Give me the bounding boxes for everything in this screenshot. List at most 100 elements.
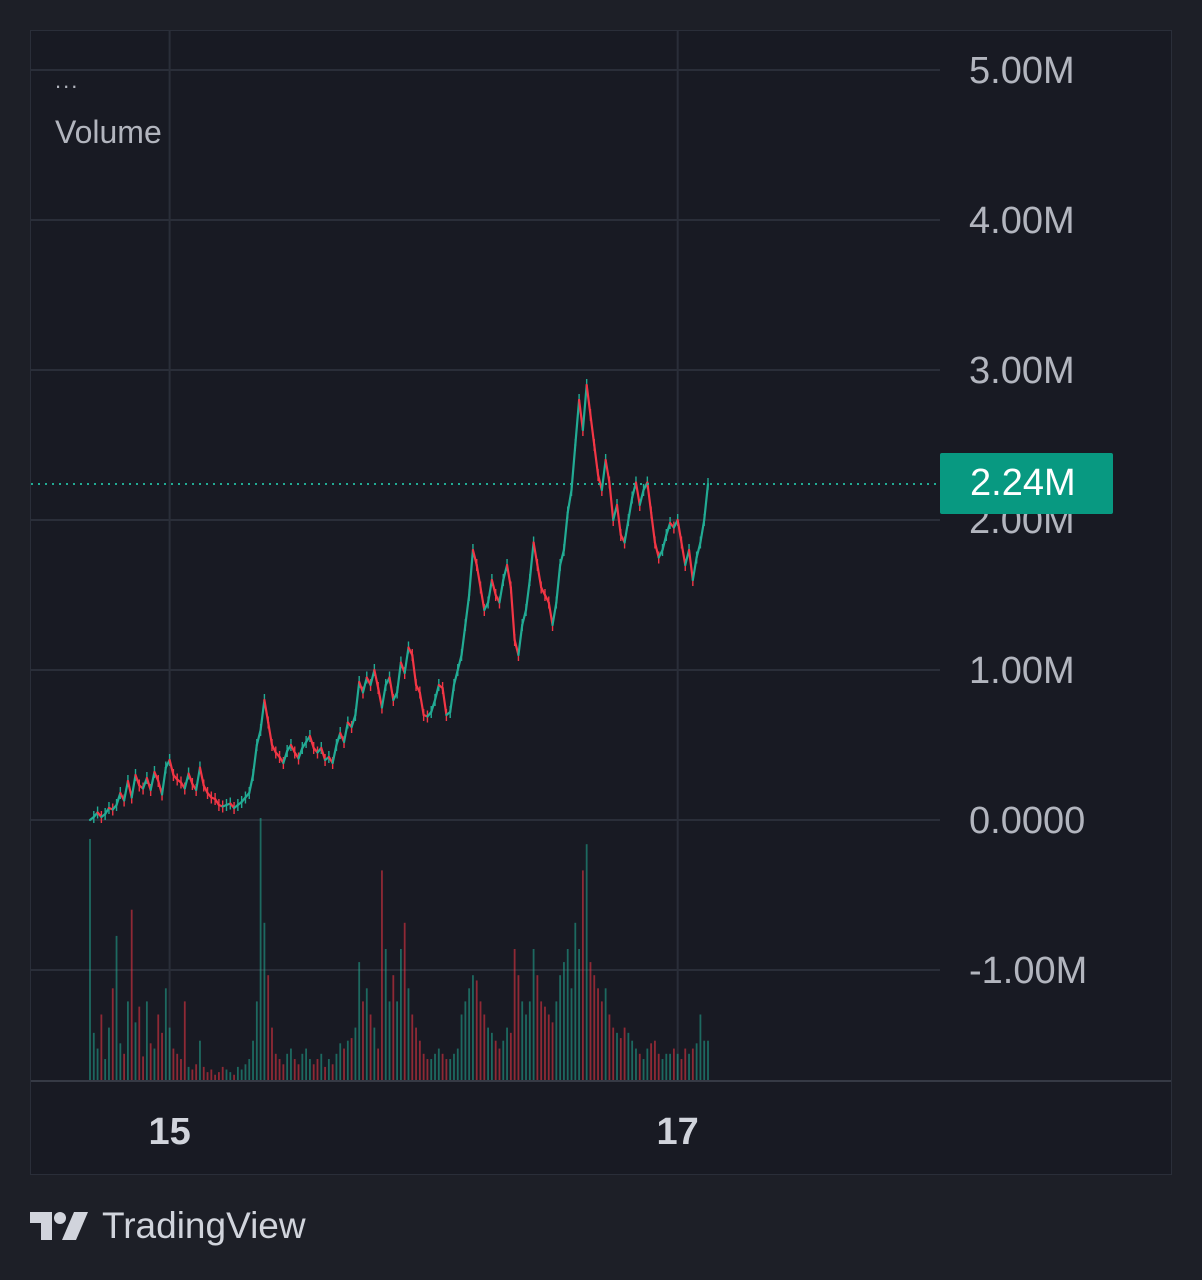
volume-bar — [426, 1059, 429, 1080]
volume-bar — [350, 1038, 353, 1080]
volume-bar — [422, 1053, 425, 1080]
volume-bar — [252, 1040, 254, 1080]
volume-bar — [286, 1053, 289, 1080]
price-segment — [608, 481, 615, 522]
volume-bar — [381, 870, 383, 1080]
volume-bar — [316, 1059, 319, 1080]
volume-bar — [642, 1059, 645, 1080]
volume-bar — [362, 1001, 364, 1080]
volume-bar — [157, 1014, 160, 1080]
volume-bar — [240, 1069, 243, 1080]
volume-bar — [472, 975, 474, 1080]
volume-bar — [604, 988, 607, 1080]
volume-bar — [259, 818, 262, 1080]
volume-bars-layer — [89, 818, 709, 1080]
volume-bar — [392, 975, 395, 1080]
y-tick-label: 5.00M — [969, 50, 1075, 92]
volume-bar — [377, 1048, 380, 1080]
volume-bar — [441, 1053, 444, 1080]
volume-bar — [627, 1032, 630, 1080]
volume-bar — [509, 1032, 512, 1080]
volume-bar — [525, 1014, 527, 1080]
volume-bar — [521, 1001, 524, 1080]
volume-bar — [483, 1014, 486, 1080]
volume-bar — [331, 1064, 334, 1080]
volume-bar — [149, 1043, 152, 1080]
volume-bar — [176, 1053, 179, 1080]
volume-bar — [669, 1053, 671, 1080]
volume-bar — [354, 1027, 357, 1080]
volume-bar — [358, 962, 361, 1080]
volume-bar — [619, 1038, 622, 1080]
volume-bar — [464, 1001, 467, 1080]
volume-bar — [221, 1066, 224, 1080]
volume-bar — [661, 1059, 664, 1080]
volume-bar — [403, 922, 406, 1080]
volume-bar — [343, 1048, 345, 1080]
volume-bar — [616, 1032, 618, 1080]
legend-menu-button[interactable]: ... — [55, 68, 80, 93]
volume-bar — [589, 962, 592, 1080]
volume-bar — [468, 988, 471, 1080]
volume-bar — [161, 1032, 163, 1080]
volume-bar — [312, 1064, 315, 1080]
volume-bar — [411, 1014, 414, 1080]
volume-bar — [130, 909, 133, 1080]
volume-bar — [513, 949, 516, 1080]
volume-bar — [600, 1001, 603, 1080]
volume-bar — [487, 1027, 489, 1080]
volume-bar — [445, 1059, 448, 1080]
volume-bar — [494, 1040, 497, 1080]
volume-bar — [631, 1040, 634, 1080]
volume-bar — [479, 1001, 482, 1080]
volume-bar — [373, 1027, 376, 1080]
volume-bar — [100, 1014, 103, 1080]
volume-bar — [123, 1053, 126, 1080]
volume-bar — [475, 980, 478, 1080]
volume-bar — [695, 1043, 698, 1080]
volume-bar — [506, 1027, 508, 1080]
y-tick-label: 1.00M — [969, 650, 1075, 692]
volume-bar — [153, 1048, 156, 1080]
volume-bar — [290, 1048, 292, 1080]
volume-bar — [676, 1053, 679, 1080]
volume-bar — [104, 1059, 107, 1080]
volume-bar — [490, 1032, 493, 1080]
tradingview-logo-icon — [30, 1212, 88, 1240]
volume-bar — [324, 1066, 326, 1080]
legend-title: Volume — [55, 114, 162, 150]
volume-bar — [407, 988, 410, 1080]
volume-bar — [638, 1053, 641, 1080]
volume-bar — [305, 1048, 308, 1080]
price-segment — [570, 443, 577, 492]
volume-bar — [672, 1048, 675, 1080]
price-segment — [509, 586, 516, 642]
volume-bar — [460, 1014, 463, 1080]
volume-bar — [635, 1048, 637, 1080]
volume-bar — [563, 962, 565, 1080]
y-tick-label: -1.00M — [969, 950, 1087, 992]
volume-bar — [430, 1059, 433, 1080]
volume-bar — [540, 1001, 543, 1080]
price-segment — [562, 511, 569, 552]
volume-bar — [597, 988, 599, 1080]
volume-bar — [206, 1072, 209, 1080]
volume-bar — [263, 922, 266, 1080]
grid-layer — [31, 31, 1171, 1082]
tradingview-branding[interactable]: TradingView — [30, 1203, 306, 1249]
volume-bar — [453, 1053, 455, 1080]
volume-bar — [399, 949, 402, 1080]
volume-bar — [608, 1014, 611, 1080]
volume-bar — [365, 988, 368, 1080]
volume-bar — [570, 988, 573, 1080]
volume-bar — [388, 1001, 391, 1080]
volume-bar — [138, 1006, 141, 1080]
volume-bar — [119, 1043, 122, 1080]
volume-bar — [555, 1001, 558, 1080]
volume-bar — [502, 1040, 505, 1080]
volume-bar — [593, 975, 596, 1080]
volume-bar — [271, 1027, 273, 1080]
volume-bar — [547, 1014, 550, 1080]
